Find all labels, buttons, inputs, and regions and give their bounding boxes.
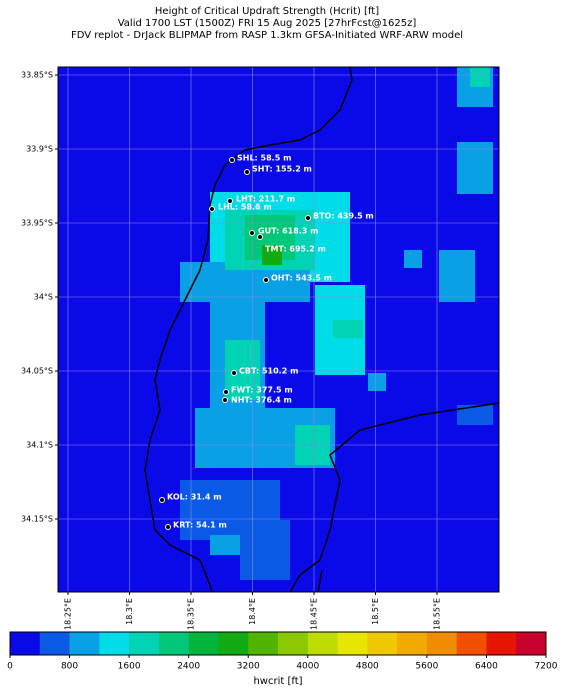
station-dot	[257, 234, 263, 240]
station-dot	[249, 230, 255, 236]
colorbar-tick-label: 2400	[177, 662, 200, 672]
colorbar-tick-label: 800	[61, 662, 78, 672]
colorbar-frame	[9, 631, 547, 656]
colorbar-segment	[99, 632, 130, 655]
station-label: NHT: 376.4 m	[231, 396, 292, 405]
coastline	[289, 402, 500, 593]
lat-tick-label: 34°S	[34, 293, 53, 302]
station-label: FWT: 377.5 m	[231, 386, 293, 395]
colorbar-segment	[456, 632, 487, 655]
colorbar-segment	[218, 632, 249, 655]
station-dot	[159, 497, 165, 503]
colorbar-tick-label: 4800	[356, 662, 379, 672]
field-cell	[457, 405, 493, 425]
colorbar-segment	[486, 632, 517, 655]
lat-tick-label: 33.85°S	[21, 71, 53, 80]
station-label: CBT: 510.2 m	[239, 367, 298, 376]
station-dot	[165, 524, 171, 530]
title-line: Valid 1700 LST (1500Z) FRI 15 Aug 2025 […	[118, 18, 417, 29]
lon-tick-label: 18.4°E	[248, 598, 257, 625]
station-dot	[223, 389, 229, 395]
colorbar-segment	[129, 632, 160, 655]
field-cell	[240, 520, 290, 580]
lat-tick-label: 33.9°S	[26, 145, 53, 154]
lon-tick-label: 18.5°E	[371, 598, 380, 625]
colorbar-segment	[248, 632, 279, 655]
station-dot	[305, 215, 311, 221]
field-cell	[404, 250, 422, 268]
map	[57, 66, 500, 593]
colorbar-segment	[39, 632, 71, 655]
colorbar-segment	[69, 632, 100, 655]
colorbar-segment	[337, 632, 368, 655]
colorbar-tick-label: 3200	[237, 662, 260, 672]
station-label: KOL: 31.4 m	[167, 493, 222, 502]
lon-tick-label: 18.45°E	[310, 598, 319, 630]
field-cell	[262, 245, 282, 265]
lat-tick-label: 34.1°S	[26, 441, 53, 450]
field-cells	[180, 67, 493, 580]
field-cell	[225, 340, 260, 400]
field-cell	[457, 142, 493, 194]
title-line: FDV replot - DrJack BLIPMAP from RASP 1.…	[71, 30, 463, 41]
colorbar-tick-label: 7200	[535, 662, 558, 672]
station-dot	[222, 397, 228, 403]
station-dot	[244, 169, 250, 175]
colorbar-tick-label: 0	[7, 662, 13, 672]
colorbar-segment	[188, 632, 219, 655]
station-dot	[231, 370, 237, 376]
colorbar-segment	[158, 632, 190, 655]
station-label: LHL: 58.6 m	[218, 203, 272, 212]
lon-tick-label: 18.35°E	[187, 598, 196, 630]
colorbar-tick-label: 4000	[296, 662, 319, 672]
field-cell	[439, 250, 475, 302]
lat-tick-label: 34.15°S	[21, 515, 53, 524]
station-label: OHT: 543.5 m	[271, 274, 332, 283]
colorbar-segment	[307, 632, 339, 655]
map-frame	[57, 66, 500, 593]
coastline	[317, 569, 323, 593]
station-dot	[263, 277, 269, 283]
lat-tick-label: 34.05°S	[21, 367, 53, 376]
colorbar-segment	[516, 632, 547, 655]
colorbar-segment	[10, 632, 41, 655]
lat-tick-label: 33.95°S	[21, 219, 53, 228]
station-dot	[229, 157, 235, 163]
colorbar-segment	[278, 632, 309, 655]
colorbar-tick-label: 6400	[475, 662, 498, 672]
title-line: Height of Critical Updraft Strength (Hcr…	[155, 6, 379, 17]
colorbar-segment	[367, 632, 398, 655]
field-cell	[368, 373, 386, 391]
colorbar-segment	[426, 632, 458, 655]
station-label: TMT: 695.2 m	[265, 245, 326, 254]
field-cell	[470, 67, 490, 87]
field-cell	[333, 320, 363, 338]
coastline	[144, 66, 353, 593]
station-label: SHL: 58.5 m	[237, 154, 291, 163]
lon-tick-label: 18.25°E	[64, 598, 73, 630]
station-label: SHT: 155.2 m	[252, 165, 312, 174]
station-label: KRT: 54.1 m	[173, 521, 227, 530]
colorbar: 0 800 1600 2400 3200 4000 4800 5600 6400 7200 hwcr…	[7, 631, 558, 687]
colorbar-tick-label: 5600	[415, 662, 438, 672]
lon-tick-label: 18.55°E	[433, 598, 442, 630]
station-label: GUT: 618.3 m	[258, 227, 319, 236]
field-cell	[210, 535, 240, 555]
colorbar-segment	[397, 632, 428, 655]
station-dot	[227, 198, 233, 204]
lon-tick-label: 18.3°E	[125, 598, 134, 625]
station-dot	[209, 206, 215, 212]
station-label: BTO: 439.5 m	[313, 212, 374, 221]
colorbar-tick-label: 1600	[118, 662, 141, 672]
colorbar-label: hwcrit [ft]	[253, 676, 302, 687]
grid	[58, 67, 499, 592]
station-label: LHT: 211.7 m	[236, 195, 295, 204]
